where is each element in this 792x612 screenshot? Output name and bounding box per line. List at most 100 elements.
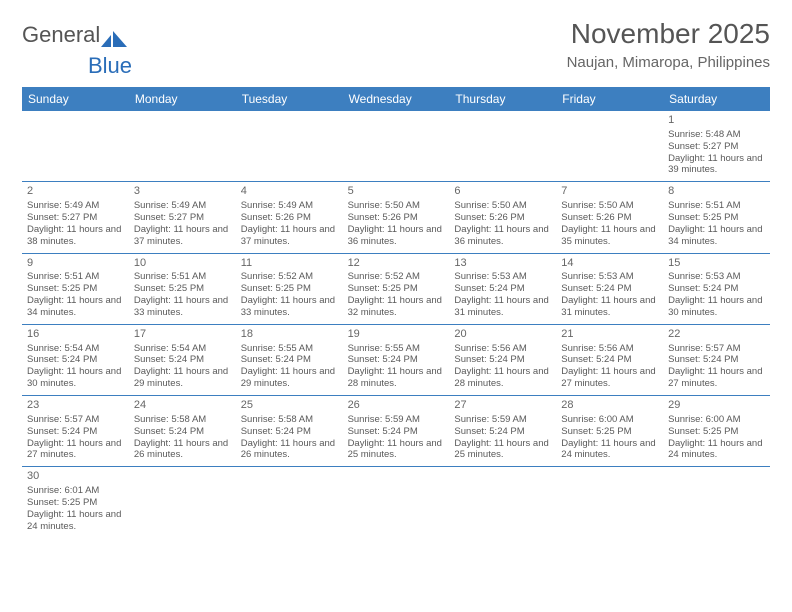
day-cell: 15Sunrise: 5:53 AMSunset: 5:24 PMDayligh…	[663, 254, 770, 324]
day-cell: 20Sunrise: 5:56 AMSunset: 5:24 PMDayligh…	[449, 325, 556, 395]
day-cell: 30Sunrise: 6:01 AMSunset: 5:25 PMDayligh…	[22, 467, 129, 537]
day-number: 20	[454, 328, 551, 342]
week-row: 23Sunrise: 5:57 AMSunset: 5:24 PMDayligh…	[22, 396, 770, 467]
daylight-text: Daylight: 11 hours and 25 minutes.	[454, 438, 551, 462]
sunset-text: Sunset: 5:26 PM	[454, 212, 551, 224]
daylight-text: Daylight: 11 hours and 30 minutes.	[27, 366, 124, 390]
sunrise-text: Sunrise: 5:50 AM	[348, 200, 445, 212]
sunset-text: Sunset: 5:25 PM	[27, 283, 124, 295]
sunset-text: Sunset: 5:24 PM	[348, 354, 445, 366]
day-number: 27	[454, 399, 551, 413]
day-number: 17	[134, 328, 231, 342]
day-cell	[236, 111, 343, 181]
sunrise-text: Sunrise: 5:50 AM	[561, 200, 658, 212]
day-cell: 14Sunrise: 5:53 AMSunset: 5:24 PMDayligh…	[556, 254, 663, 324]
daylight-text: Daylight: 11 hours and 35 minutes.	[561, 224, 658, 248]
day-cell: 6Sunrise: 5:50 AMSunset: 5:26 PMDaylight…	[449, 182, 556, 252]
sunrise-text: Sunrise: 5:53 AM	[668, 271, 765, 283]
daylight-text: Daylight: 11 hours and 29 minutes.	[241, 366, 338, 390]
day-number: 5	[348, 185, 445, 199]
sunrise-text: Sunrise: 5:49 AM	[27, 200, 124, 212]
day-cell	[343, 467, 450, 537]
day-number: 19	[348, 328, 445, 342]
sunrise-text: Sunrise: 5:51 AM	[668, 200, 765, 212]
day-cell: 29Sunrise: 6:00 AMSunset: 5:25 PMDayligh…	[663, 396, 770, 466]
sunset-text: Sunset: 5:24 PM	[134, 354, 231, 366]
sunset-text: Sunset: 5:25 PM	[668, 212, 765, 224]
sunrise-text: Sunrise: 5:55 AM	[348, 343, 445, 355]
logo-text-b: Blue	[88, 53, 132, 78]
day-cell: 5Sunrise: 5:50 AMSunset: 5:26 PMDaylight…	[343, 182, 450, 252]
daylight-text: Daylight: 11 hours and 32 minutes.	[348, 295, 445, 319]
day-cell: 19Sunrise: 5:55 AMSunset: 5:24 PMDayligh…	[343, 325, 450, 395]
day-cell: 23Sunrise: 5:57 AMSunset: 5:24 PMDayligh…	[22, 396, 129, 466]
sunset-text: Sunset: 5:25 PM	[668, 426, 765, 438]
day-cell	[343, 111, 450, 181]
sunrise-text: Sunrise: 5:56 AM	[561, 343, 658, 355]
day-header-wed: Wednesday	[343, 87, 450, 111]
day-number: 4	[241, 185, 338, 199]
day-header-sat: Saturday	[663, 87, 770, 111]
day-number: 14	[561, 257, 658, 271]
day-cell: 26Sunrise: 5:59 AMSunset: 5:24 PMDayligh…	[343, 396, 450, 466]
day-cell: 16Sunrise: 5:54 AMSunset: 5:24 PMDayligh…	[22, 325, 129, 395]
day-number: 11	[241, 257, 338, 271]
sunrise-text: Sunrise: 6:00 AM	[561, 414, 658, 426]
sunrise-text: Sunrise: 5:59 AM	[454, 414, 551, 426]
day-number: 8	[668, 185, 765, 199]
sunset-text: Sunset: 5:27 PM	[134, 212, 231, 224]
sunset-text: Sunset: 5:25 PM	[348, 283, 445, 295]
daylight-text: Daylight: 11 hours and 29 minutes.	[134, 366, 231, 390]
day-cell: 27Sunrise: 5:59 AMSunset: 5:24 PMDayligh…	[449, 396, 556, 466]
day-header-row: Sunday Monday Tuesday Wednesday Thursday…	[22, 87, 770, 111]
day-cell: 8Sunrise: 5:51 AMSunset: 5:25 PMDaylight…	[663, 182, 770, 252]
daylight-text: Daylight: 11 hours and 24 minutes.	[27, 509, 124, 533]
day-cell: 28Sunrise: 6:00 AMSunset: 5:25 PMDayligh…	[556, 396, 663, 466]
daylight-text: Daylight: 11 hours and 34 minutes.	[27, 295, 124, 319]
sunrise-text: Sunrise: 5:54 AM	[134, 343, 231, 355]
sunrise-text: Sunrise: 5:51 AM	[134, 271, 231, 283]
daylight-text: Daylight: 11 hours and 34 minutes.	[668, 224, 765, 248]
sunrise-text: Sunrise: 5:56 AM	[454, 343, 551, 355]
day-cell	[663, 467, 770, 537]
sunset-text: Sunset: 5:25 PM	[241, 283, 338, 295]
calendar: Sunday Monday Tuesday Wednesday Thursday…	[22, 87, 770, 538]
sunset-text: Sunset: 5:26 PM	[561, 212, 658, 224]
sunset-text: Sunset: 5:24 PM	[454, 283, 551, 295]
sunrise-text: Sunrise: 5:52 AM	[348, 271, 445, 283]
sunrise-text: Sunrise: 5:48 AM	[668, 129, 765, 141]
daylight-text: Daylight: 11 hours and 30 minutes.	[668, 295, 765, 319]
sunset-text: Sunset: 5:24 PM	[454, 426, 551, 438]
day-cell: 24Sunrise: 5:58 AMSunset: 5:24 PMDayligh…	[129, 396, 236, 466]
day-cell: 22Sunrise: 5:57 AMSunset: 5:24 PMDayligh…	[663, 325, 770, 395]
day-header-mon: Monday	[129, 87, 236, 111]
daylight-text: Daylight: 11 hours and 28 minutes.	[454, 366, 551, 390]
sunset-text: Sunset: 5:27 PM	[27, 212, 124, 224]
sunset-text: Sunset: 5:25 PM	[27, 497, 124, 509]
daylight-text: Daylight: 11 hours and 31 minutes.	[561, 295, 658, 319]
sunset-text: Sunset: 5:27 PM	[668, 141, 765, 153]
day-number: 13	[454, 257, 551, 271]
day-cell: 7Sunrise: 5:50 AMSunset: 5:26 PMDaylight…	[556, 182, 663, 252]
day-cell: 11Sunrise: 5:52 AMSunset: 5:25 PMDayligh…	[236, 254, 343, 324]
daylight-text: Daylight: 11 hours and 27 minutes.	[668, 366, 765, 390]
sunrise-text: Sunrise: 5:57 AM	[668, 343, 765, 355]
week-row: 1Sunrise: 5:48 AMSunset: 5:27 PMDaylight…	[22, 111, 770, 182]
daylight-text: Daylight: 11 hours and 27 minutes.	[561, 366, 658, 390]
day-number: 18	[241, 328, 338, 342]
day-number: 21	[561, 328, 658, 342]
daylight-text: Daylight: 11 hours and 26 minutes.	[134, 438, 231, 462]
sunrise-text: Sunrise: 5:55 AM	[241, 343, 338, 355]
day-cell	[449, 467, 556, 537]
day-number: 23	[27, 399, 124, 413]
daylight-text: Daylight: 11 hours and 33 minutes.	[134, 295, 231, 319]
day-number: 3	[134, 185, 231, 199]
week-row: 2Sunrise: 5:49 AMSunset: 5:27 PMDaylight…	[22, 182, 770, 253]
sunrise-text: Sunrise: 5:57 AM	[27, 414, 124, 426]
day-number: 6	[454, 185, 551, 199]
daylight-text: Daylight: 11 hours and 37 minutes.	[134, 224, 231, 248]
sunrise-text: Sunrise: 5:53 AM	[561, 271, 658, 283]
sunrise-text: Sunrise: 5:59 AM	[348, 414, 445, 426]
sunset-text: Sunset: 5:24 PM	[348, 426, 445, 438]
day-cell: 2Sunrise: 5:49 AMSunset: 5:27 PMDaylight…	[22, 182, 129, 252]
